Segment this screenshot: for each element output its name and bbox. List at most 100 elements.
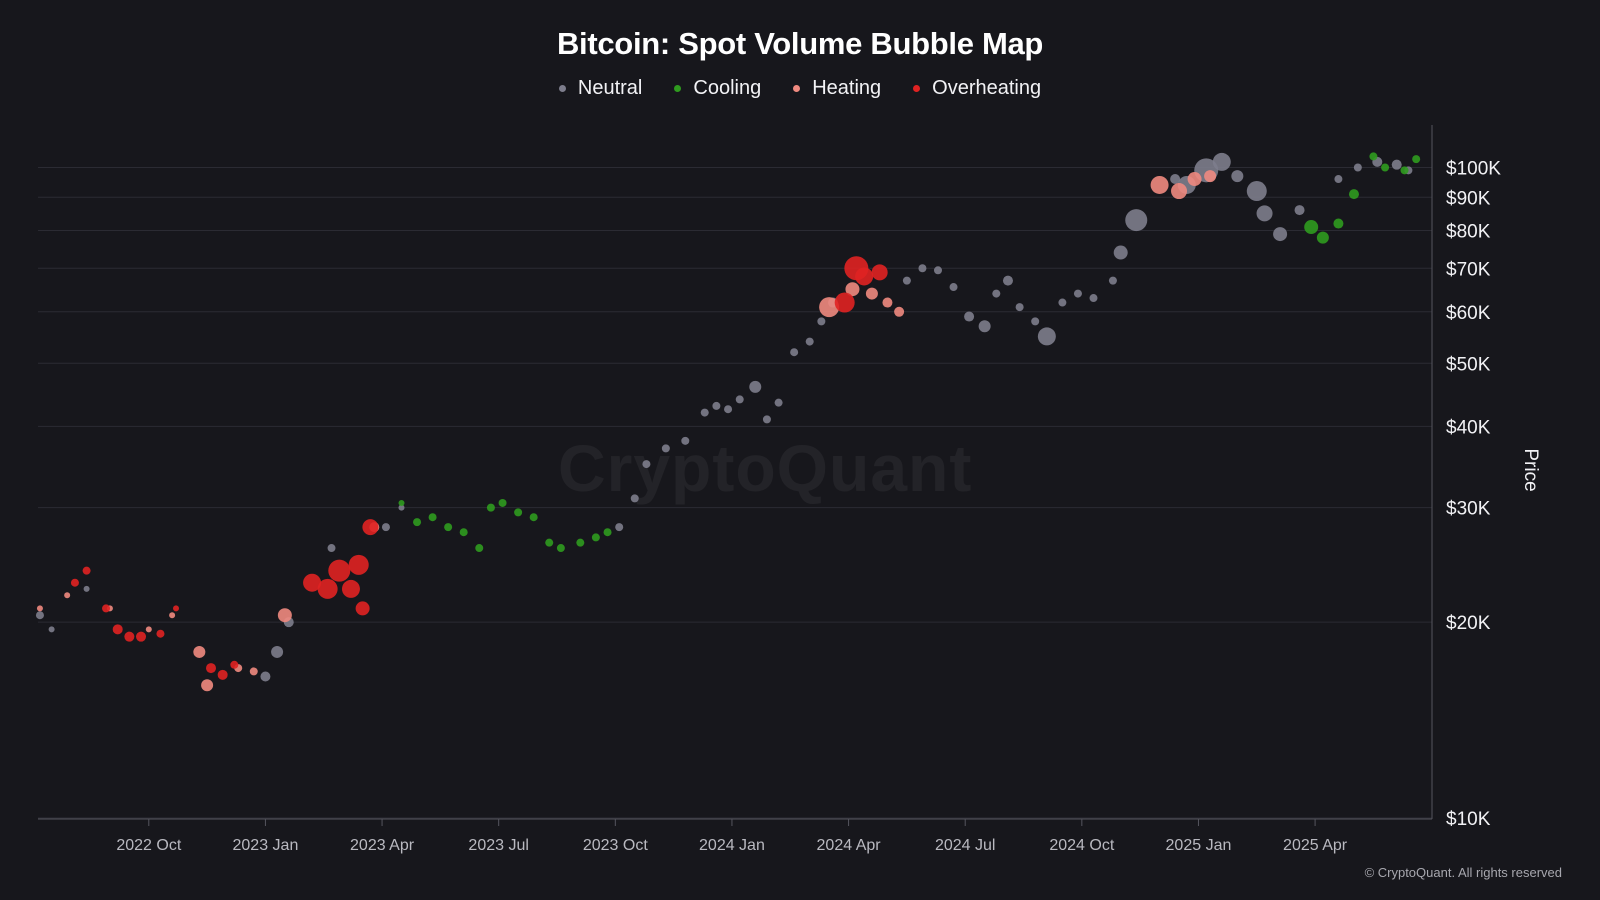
bubble-overheating[interactable] [355, 601, 370, 616]
bubble-heating[interactable] [819, 297, 840, 318]
bubble-neutral[interactable] [817, 317, 826, 326]
bubble-cooling[interactable] [486, 503, 495, 512]
bubble-neutral[interactable] [681, 436, 690, 445]
bubble-overheating[interactable] [217, 669, 228, 680]
bubble-cooling[interactable] [1333, 218, 1344, 229]
bubble-overheating[interactable] [156, 629, 165, 638]
bubble-neutral[interactable] [1073, 289, 1082, 298]
bubble-cooling[interactable] [1412, 155, 1421, 164]
bubble-heating[interactable] [169, 612, 176, 619]
bubble-neutral[interactable] [735, 395, 744, 404]
bubble-cooling[interactable] [1348, 189, 1359, 200]
bubble-neutral[interactable] [1231, 170, 1244, 183]
bubble-cooling[interactable] [591, 533, 600, 542]
bubble-overheating[interactable] [341, 579, 360, 598]
bubble-overheating[interactable] [136, 631, 147, 642]
bubble-heating[interactable] [201, 679, 214, 692]
bubble-neutral[interactable] [1108, 276, 1117, 285]
bubble-neutral[interactable] [712, 401, 721, 410]
bubble-neutral[interactable] [1125, 209, 1148, 232]
bubble-neutral[interactable] [83, 585, 90, 592]
legend-item-overheating[interactable]: Overheating [913, 77, 1041, 100]
bubble-heating[interactable] [845, 282, 860, 297]
bubble-neutral[interactable] [933, 266, 942, 275]
bubble-neutral[interactable] [918, 264, 927, 273]
bubble-overheating[interactable] [871, 264, 888, 281]
bubble-heating[interactable] [277, 608, 292, 623]
bubble-neutral[interactable] [327, 544, 336, 553]
bubble-overheating[interactable] [206, 663, 216, 674]
bubble-overheating[interactable] [362, 519, 379, 536]
bubble-cooling[interactable] [498, 498, 507, 507]
bubble-neutral[interactable] [790, 348, 799, 357]
bubble-neutral[interactable] [1089, 294, 1098, 303]
bubble-cooling[interactable] [1369, 152, 1378, 161]
bubble-neutral[interactable] [1170, 174, 1181, 185]
bubble-cooling[interactable] [529, 513, 538, 522]
bubble-heating[interactable] [1150, 175, 1169, 194]
bubble-neutral[interactable] [749, 380, 762, 393]
bubble-neutral[interactable] [774, 398, 783, 407]
bubble-neutral[interactable] [1246, 181, 1267, 202]
bubble-overheating[interactable] [102, 604, 111, 613]
bubble-neutral[interactable] [992, 289, 1001, 298]
bubble-heating[interactable] [249, 667, 258, 676]
bubble-neutral[interactable] [1353, 163, 1362, 172]
bubble-neutral[interactable] [35, 611, 44, 620]
bubble-heating[interactable] [36, 605, 43, 612]
bubble-neutral[interactable] [1273, 227, 1288, 242]
bubble-overheating[interactable] [328, 559, 351, 582]
bubble-overheating[interactable] [348, 554, 369, 575]
bubble-neutral[interactable] [260, 671, 271, 682]
bubble-neutral[interactable] [642, 460, 651, 469]
bubble-overheating[interactable] [173, 605, 180, 612]
bubble-cooling[interactable] [1304, 220, 1319, 235]
bubble-cooling[interactable] [556, 544, 565, 553]
bubble-neutral[interactable] [1113, 245, 1128, 260]
bubble-cooling[interactable] [576, 538, 585, 547]
bubble-overheating[interactable] [303, 573, 322, 592]
bubble-heating[interactable] [1187, 172, 1202, 187]
bubble-cooling[interactable] [545, 538, 554, 547]
bubble-overheating[interactable] [112, 624, 123, 635]
bubble-cooling[interactable] [475, 544, 484, 553]
bubble-neutral[interactable] [902, 276, 911, 285]
bubble-heating[interactable] [1204, 170, 1217, 183]
bubble-neutral[interactable] [1015, 303, 1024, 312]
bubble-overheating[interactable] [855, 267, 874, 286]
bubble-neutral[interactable] [1002, 275, 1013, 286]
bubble-overheating[interactable] [124, 631, 135, 642]
bubble-neutral[interactable] [630, 494, 639, 503]
bubble-cooling[interactable] [514, 508, 523, 517]
bubble-neutral[interactable] [805, 337, 814, 346]
bubble-neutral[interactable] [661, 444, 670, 453]
bubble-overheating[interactable] [230, 660, 239, 669]
bubble-cooling[interactable] [459, 528, 468, 537]
bubble-heating[interactable] [882, 297, 893, 308]
bubble-neutral[interactable] [949, 283, 958, 292]
bubble-neutral[interactable] [1294, 205, 1305, 216]
bubble-heating[interactable] [64, 592, 71, 599]
bubble-neutral[interactable] [1256, 205, 1273, 222]
bubble-heating[interactable] [193, 645, 206, 658]
bubble-overheating[interactable] [317, 578, 338, 599]
bubble-neutral[interactable] [762, 415, 771, 424]
bubble-cooling[interactable] [398, 499, 405, 506]
bubble-neutral[interactable] [978, 320, 991, 333]
bubble-neutral[interactable] [1031, 317, 1040, 326]
bubble-cooling[interactable] [1381, 163, 1390, 172]
bubble-neutral[interactable] [381, 523, 390, 532]
bubble-neutral[interactable] [700, 408, 709, 417]
bubble-neutral[interactable] [964, 311, 975, 322]
bubble-heating[interactable] [894, 306, 905, 317]
bubble-neutral[interactable] [1212, 152, 1231, 171]
bubble-cooling[interactable] [413, 518, 422, 527]
bubble-neutral[interactable] [1391, 159, 1402, 170]
legend-item-cooling[interactable]: Cooling [674, 77, 761, 100]
bubble-neutral[interactable] [398, 504, 405, 511]
bubble-heating[interactable] [865, 287, 878, 300]
bubble-neutral[interactable] [1037, 327, 1056, 346]
bubble-neutral[interactable] [1058, 298, 1067, 307]
bubble-neutral[interactable] [724, 405, 733, 414]
bubble-overheating[interactable] [70, 578, 79, 587]
